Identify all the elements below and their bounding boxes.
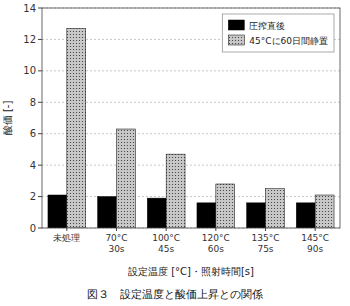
x-tick bbox=[215, 228, 216, 231]
x-tick-label: 135°C75s bbox=[252, 233, 280, 254]
x-tick-label-line: 100°C bbox=[152, 233, 180, 243]
y-tick-label: 4 bbox=[30, 160, 36, 171]
y-tick bbox=[38, 39, 42, 40]
y-tick bbox=[38, 102, 42, 103]
bar bbox=[247, 203, 266, 228]
x-tick-label-line: 60s bbox=[208, 244, 224, 254]
y-tick bbox=[38, 8, 42, 9]
bar bbox=[117, 129, 136, 228]
bar bbox=[48, 195, 67, 228]
plot-frame bbox=[42, 8, 340, 228]
legend: 圧搾直後 45°Cに60日間静置 bbox=[222, 14, 334, 52]
x-tick-label-line: 未処理 bbox=[53, 233, 80, 243]
x-tick-label: 100°C45s bbox=[152, 233, 180, 254]
bars bbox=[48, 28, 334, 228]
y-tick-label: 8 bbox=[30, 97, 36, 108]
x-tick bbox=[116, 228, 117, 231]
chart: 0 2 4 6 8 10 12 14 未処理 70°C30s 100°C45s 120°C60s 135… bbox=[0, 0, 350, 306]
bar bbox=[296, 203, 315, 228]
y-tick-label: 6 bbox=[30, 128, 36, 139]
y-tick bbox=[38, 165, 42, 166]
x-axis-label: 設定温度 [°C]・照射時間[s] bbox=[128, 266, 254, 277]
grid-line bbox=[42, 102, 340, 103]
legend-label: 45°Cに60日間静置 bbox=[249, 36, 328, 46]
legend-swatch bbox=[228, 35, 244, 45]
grid-line bbox=[42, 196, 340, 197]
y-tick bbox=[38, 133, 42, 134]
chart-container: 0 2 4 6 8 10 12 14 未処理 70°C30s 100°C45s 120°C60s 135… bbox=[0, 0, 350, 306]
bar bbox=[266, 189, 285, 228]
x-tick bbox=[66, 228, 67, 231]
grid-line bbox=[42, 165, 340, 166]
y-tick-label: 0 bbox=[30, 223, 36, 234]
bar bbox=[147, 198, 166, 228]
y-tick bbox=[38, 228, 42, 229]
y-tick-label: 14 bbox=[23, 3, 36, 14]
x-tick-label: 未処理 bbox=[53, 233, 80, 243]
x-tick-label-line: 120°C bbox=[202, 233, 230, 243]
y-tick-label: 10 bbox=[23, 65, 36, 76]
x-tick-label-line: 30s bbox=[108, 244, 124, 254]
x-tick bbox=[265, 228, 266, 231]
y-tick bbox=[38, 70, 42, 71]
x-tick-label-line: 145°C bbox=[301, 233, 329, 243]
bar bbox=[315, 195, 334, 228]
bar bbox=[216, 184, 235, 228]
bar bbox=[98, 197, 117, 228]
x-tick-label: 120°C60s bbox=[202, 233, 230, 254]
bar bbox=[166, 154, 185, 228]
y-tick-label: 12 bbox=[23, 34, 36, 45]
legend-swatch bbox=[228, 20, 244, 30]
x-tick-label-line: 90s bbox=[307, 244, 323, 254]
y-tick-label: 2 bbox=[30, 191, 36, 202]
x-tick-label: 70°C30s bbox=[105, 233, 127, 254]
x-tick-label-line: 135°C bbox=[252, 233, 280, 243]
x-tick-label-line: 75s bbox=[257, 244, 273, 254]
grid bbox=[42, 8, 340, 228]
legend-box bbox=[222, 14, 334, 52]
caption: 図３ 設定温度と酸価上昇との関係 bbox=[87, 288, 263, 301]
x-tick-label-line: 70°C bbox=[105, 233, 127, 243]
bar bbox=[67, 28, 86, 228]
legend-label: 圧搾直後 bbox=[249, 21, 285, 31]
y-axis-label: 酸価 [-] bbox=[2, 101, 13, 136]
grid-line bbox=[42, 70, 340, 71]
grid-line bbox=[42, 133, 340, 134]
x-tick bbox=[166, 228, 167, 231]
x-tick-label: 145°C90s bbox=[301, 233, 329, 254]
x-tick-label-line: 45s bbox=[158, 244, 174, 254]
y-tick bbox=[38, 196, 42, 197]
bar bbox=[197, 203, 216, 228]
x-tick bbox=[315, 228, 316, 231]
